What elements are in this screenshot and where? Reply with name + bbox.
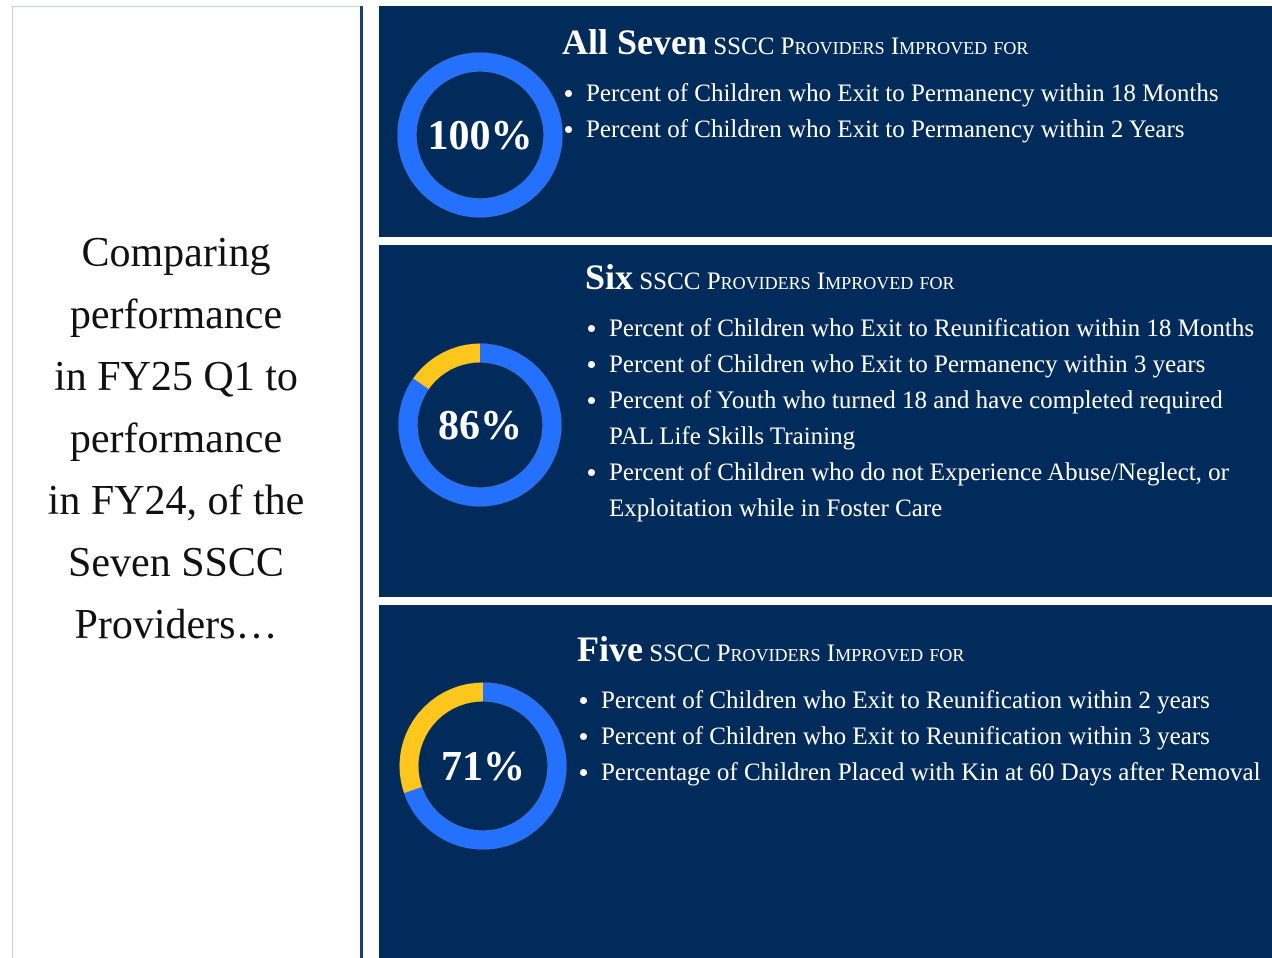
intro-text: Comparing performance in FY25 Q1 to perform… [0,222,352,656]
donut: 100% [397,52,563,218]
item: Percent of Children who Exit to Reunific… [601,683,1262,719]
donut-arc [399,682,567,850]
intro-line: in FY25 Q1 to [54,354,298,400]
intro-line: Seven SSCC [68,540,284,586]
heading-lead: Five [577,629,643,669]
donut-label: 86% [438,403,522,449]
intro-line: Providers… [74,602,278,648]
divider [360,6,363,958]
intro-line: performance [69,292,283,338]
item-list: Percent of Children who Exit to Reunific… [585,311,1262,527]
intro-line: in FY24, of the [47,478,305,524]
panel-heading: Five SSCC Providers Improved for [577,631,1262,672]
donut: 86% [398,343,562,507]
item: Percentage of Children Placed with Kin a… [601,755,1262,791]
heading-text: SSCC Providers Improved for [639,268,955,295]
item: Percent of Children who Exit to Reunific… [601,719,1262,755]
item: Percent of Children who Exit to Permanen… [609,347,1262,383]
donut-label: 100% [428,113,533,159]
item-list: Percent of Children who Exit to Reunific… [577,683,1262,791]
panel: 86% Six SSCC Providers Improved for Percen… [379,245,1272,597]
heading-lead: Six [585,257,634,297]
donut: 71% [399,682,567,850]
item: Percent of Youth who turned 18 and have … [609,383,1262,455]
panel-heading: All Seven SSCC Providers Improved for [562,24,1262,65]
donut-arc [398,343,562,507]
item: Percent of Children who Exit to Reunific… [609,311,1262,347]
heading-text: SSCC Providers Improved for [649,640,965,667]
panel: 100% All Seven SSCC Providers Improved fo… [379,6,1272,237]
panel-heading: Six SSCC Providers Improved for [585,259,1262,300]
intro-line: performance [69,416,283,462]
item: Percent of Children who Exit to Permanen… [586,112,1262,148]
donut-label: 71% [441,744,525,790]
heading-text: SSCC Providers Improved for [713,33,1029,60]
donut-arc [397,52,563,218]
item: Percent of Children who Exit to Permanen… [586,76,1262,112]
intro-line: Comparing [81,230,271,276]
intro-box [12,6,361,958]
panel: 71% Five SSCC Providers Improved for Perce… [379,605,1272,958]
item-list: Percent of Children who Exit to Permanen… [562,76,1262,148]
heading-lead: All Seven [562,22,708,62]
item: Percent of Children who do not Experienc… [609,455,1262,527]
